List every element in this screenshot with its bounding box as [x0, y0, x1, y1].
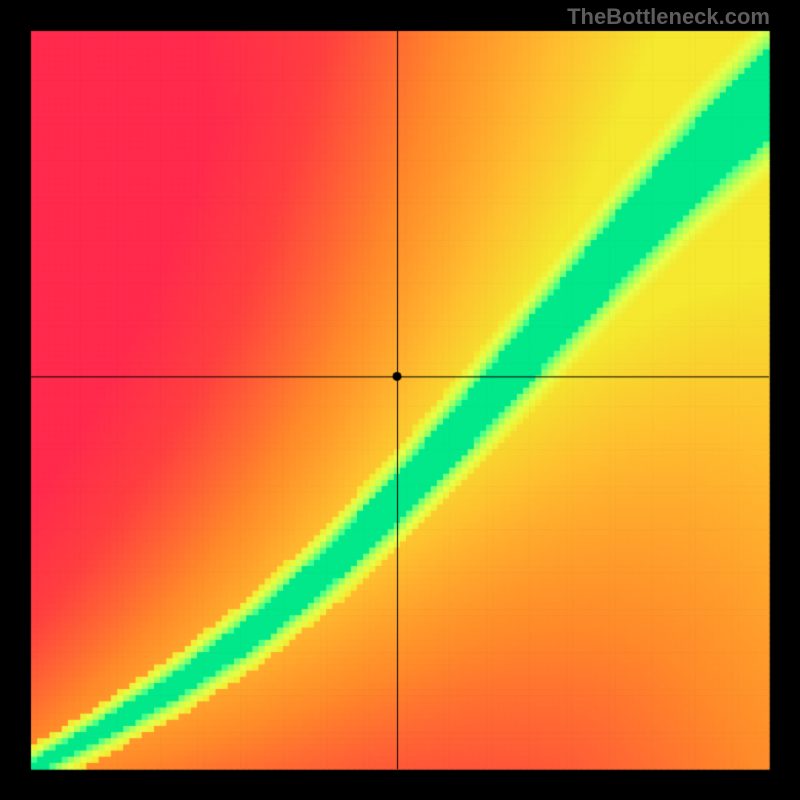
chart-container: TheBottleneck.com — [0, 0, 800, 800]
source-watermark: TheBottleneck.com — [567, 4, 770, 30]
bottleneck-heatmap — [0, 0, 800, 800]
